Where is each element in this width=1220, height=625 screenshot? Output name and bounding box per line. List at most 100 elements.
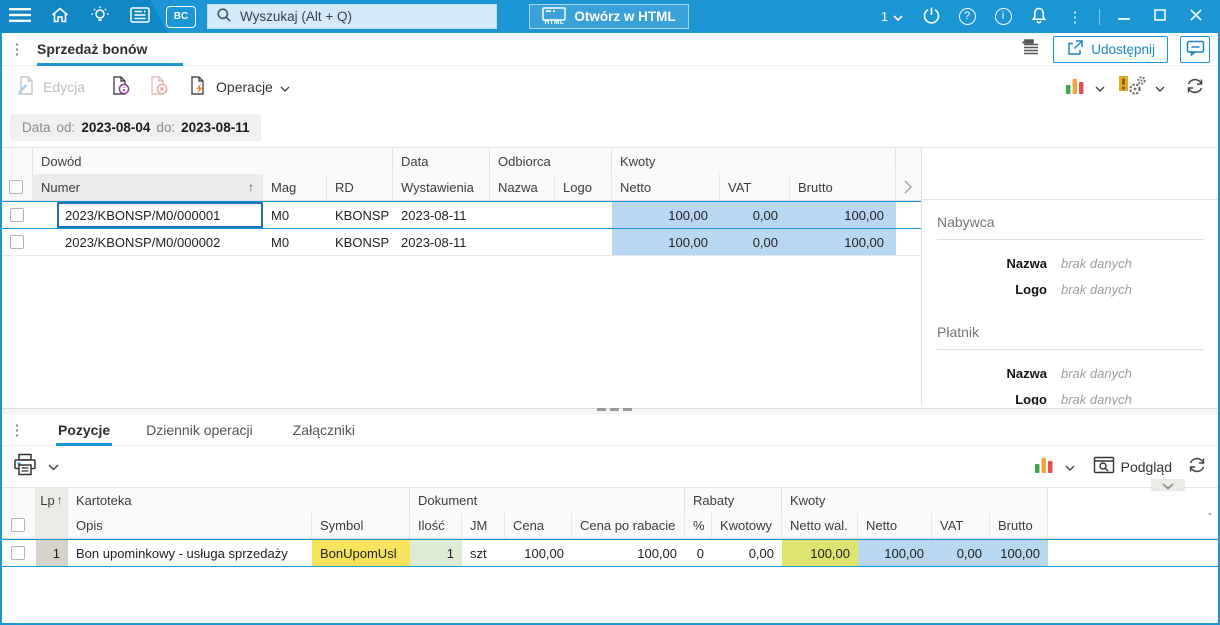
cell-brutto[interactable]: 100,00 bbox=[990, 540, 1048, 566]
cell-mag[interactable]: M0 bbox=[271, 234, 290, 250]
items-analytics-dropdown-button[interactable] bbox=[1065, 459, 1075, 474]
settings-alert-button[interactable] bbox=[1118, 75, 1146, 100]
print-dropdown-button[interactable] bbox=[48, 459, 59, 474]
col-procent[interactable]: % bbox=[685, 513, 712, 538]
tab-sprzedaz-bonow[interactable]: Sprzedaż bonów bbox=[37, 33, 184, 66]
col-lp[interactable]: Lp ↑ bbox=[36, 488, 68, 538]
operations-button[interactable]: Operacje bbox=[189, 75, 290, 99]
feedback-button[interactable] bbox=[1180, 35, 1210, 63]
cell-kwotowy[interactable]: 0,00 bbox=[748, 545, 774, 561]
cell-mag[interactable]: M0 bbox=[271, 207, 290, 223]
assistant-button[interactable] bbox=[80, 0, 120, 33]
search-box[interactable] bbox=[207, 4, 497, 29]
help-button[interactable]: ? bbox=[951, 0, 983, 33]
cell-cena[interactable]: 100,00 bbox=[524, 545, 564, 561]
col-brutto[interactable]: Brutto bbox=[790, 174, 896, 200]
tab-zalaczniki[interactable]: Załączniki bbox=[291, 414, 357, 446]
settings-dropdown-button[interactable] bbox=[1155, 80, 1165, 95]
cell-rd[interactable]: KBONSP bbox=[335, 207, 390, 223]
main-menu-button[interactable] bbox=[0, 0, 40, 33]
col-rd[interactable]: RD bbox=[327, 174, 393, 200]
search-input[interactable] bbox=[240, 9, 480, 24]
cell-brutto[interactable]: 100,00 bbox=[790, 202, 896, 228]
col-mag[interactable]: Mag bbox=[263, 174, 327, 200]
cell-netto[interactable]: 100,00 bbox=[858, 540, 932, 566]
home-button[interactable] bbox=[40, 0, 80, 33]
notifications-button[interactable] bbox=[1023, 0, 1055, 33]
more-options-button[interactable]: ⋮ bbox=[1059, 0, 1091, 33]
col-vat[interactable]: VAT bbox=[720, 174, 790, 200]
cell-ilosc[interactable]: 1 bbox=[410, 540, 462, 566]
select-all-checkbox[interactable] bbox=[10, 518, 25, 532]
row-checkbox[interactable] bbox=[9, 235, 24, 249]
preview-button[interactable]: Podgląd bbox=[1093, 456, 1172, 477]
cell-vat[interactable]: 0,00 bbox=[932, 540, 990, 566]
bc-badge-button[interactable]: BC bbox=[166, 5, 196, 28]
group-odbiorca[interactable]: Odbiorca bbox=[490, 148, 612, 174]
cell-procent[interactable]: 0 bbox=[696, 545, 704, 561]
document-row-2[interactable]: 2023/KBONSP/M0/000002 M0 KBONSP 2023-08-… bbox=[0, 229, 921, 256]
window-layout-button[interactable] bbox=[1021, 39, 1041, 59]
cell-netto[interactable]: 100,00 bbox=[612, 229, 720, 255]
analytics-button[interactable] bbox=[1065, 77, 1086, 98]
cell-numer[interactable]: 2023/KBONSP/M0/000002 bbox=[65, 234, 221, 250]
cell-wystawienia[interactable]: 2023-08-11 bbox=[401, 234, 467, 250]
col-kwotowy[interactable]: Kwotowy bbox=[712, 513, 782, 538]
logout-button[interactable] bbox=[915, 0, 947, 33]
news-button[interactable] bbox=[120, 0, 160, 33]
cell-rd[interactable]: KBONSP bbox=[335, 234, 390, 250]
company-selector[interactable]: 1 bbox=[873, 0, 911, 33]
col-netto-wal[interactable]: Netto wal. bbox=[782, 513, 858, 538]
splitter-grip-icon[interactable] bbox=[597, 408, 632, 411]
group-kwoty[interactable]: Kwoty bbox=[782, 488, 1048, 513]
about-button[interactable]: i bbox=[987, 0, 1019, 33]
col-vat[interactable]: VAT bbox=[932, 513, 990, 538]
close-button[interactable] bbox=[1180, 0, 1212, 33]
col-cena-po-rabacie[interactable]: Cena po rabacie bbox=[572, 513, 685, 538]
cell-netto[interactable]: 100,00 bbox=[612, 202, 720, 228]
row-checkbox[interactable] bbox=[11, 546, 25, 560]
document-info-button[interactable] bbox=[111, 75, 131, 99]
document-row-1[interactable]: 2023/KBONSP/M0/000001 M0 KBONSP 2023-08-… bbox=[0, 201, 921, 229]
tab-menu-button[interactable]: ⋮ bbox=[2, 40, 32, 58]
cell-numer[interactable]: 2023/KBONSP/M0/000001 bbox=[57, 202, 263, 228]
select-all-checkbox[interactable] bbox=[9, 180, 23, 194]
items-analytics-button[interactable] bbox=[1034, 456, 1055, 477]
col-jm[interactable]: JM bbox=[462, 513, 505, 538]
col-netto[interactable]: Netto bbox=[612, 174, 720, 200]
cell-logo[interactable] bbox=[555, 229, 612, 255]
print-button[interactable] bbox=[12, 453, 38, 480]
col-opis[interactable]: Opis bbox=[68, 513, 312, 538]
tab-pozycje[interactable]: Pozycje bbox=[56, 414, 113, 446]
cell-nazwa[interactable] bbox=[490, 229, 555, 255]
edit-button[interactable]: Edycja bbox=[16, 75, 85, 99]
item-row-1[interactable]: 1 Bon upominkowy - usługa sprzedaży BonU… bbox=[0, 539, 1220, 567]
group-dokument[interactable]: Dokument bbox=[410, 488, 685, 513]
refresh-button[interactable] bbox=[1184, 76, 1206, 99]
preview-dropdown-button[interactable] bbox=[1151, 479, 1185, 491]
group-rabaty[interactable]: Rabaty bbox=[685, 488, 782, 513]
cell-vat[interactable]: 0,00 bbox=[720, 202, 790, 228]
share-button[interactable]: Udostępnij bbox=[1053, 35, 1168, 63]
document-delete-button[interactable] bbox=[149, 75, 169, 99]
cell-jm[interactable]: szt bbox=[470, 545, 487, 561]
expand-panel-button[interactable] bbox=[896, 174, 920, 200]
col-ilosc[interactable]: Ilość bbox=[410, 513, 462, 538]
col-brutto[interactable]: Brutto bbox=[990, 513, 1048, 538]
group-kwoty[interactable]: Kwoty bbox=[612, 148, 896, 174]
cell-cena-po-rabacie[interactable]: 100,00 bbox=[637, 545, 677, 561]
cell-nazwa[interactable] bbox=[490, 202, 555, 228]
col-numer[interactable]: Numer ↑ bbox=[33, 174, 263, 200]
cell-lp[interactable]: 1 bbox=[36, 540, 68, 566]
cell-vat[interactable]: 0,00 bbox=[720, 229, 790, 255]
cell-symbol[interactable]: BonUpomUsl bbox=[312, 540, 410, 566]
open-in-html-button[interactable]: HTML Otwórz w HTML bbox=[529, 4, 689, 29]
cell-brutto[interactable]: 100,00 bbox=[790, 229, 896, 255]
row-checkbox[interactable] bbox=[9, 208, 24, 222]
date-filter-chip[interactable]: Data od: 2023-08-04 do: 2023-08-11 bbox=[10, 114, 262, 141]
minimize-button[interactable] bbox=[1108, 0, 1140, 33]
group-dowod[interactable]: Dowód bbox=[33, 148, 393, 174]
pane-splitter[interactable] bbox=[2, 405, 1218, 414]
cell-opis[interactable]: Bon upominkowy - usługa sprzedaży bbox=[76, 545, 288, 561]
cell-logo[interactable] bbox=[555, 202, 612, 228]
